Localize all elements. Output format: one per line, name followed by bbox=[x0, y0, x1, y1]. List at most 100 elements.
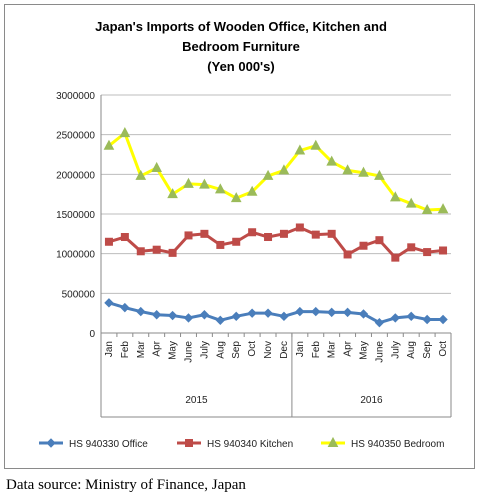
bedroom-point bbox=[183, 177, 194, 188]
office-point bbox=[231, 311, 241, 322]
chart-frame: Japan's Imports of Wooden Office, Kitche… bbox=[4, 4, 475, 469]
x-tick-label: June bbox=[374, 341, 385, 363]
x-tick-label: Nov bbox=[263, 341, 274, 359]
kitchen-point bbox=[248, 228, 257, 237]
kitchen-point bbox=[423, 248, 432, 257]
bedroom-point bbox=[103, 139, 115, 150]
bedroom-point bbox=[421, 203, 433, 215]
office-point bbox=[422, 314, 432, 325]
bedroom-series-line bbox=[108, 131, 444, 212]
office-point bbox=[438, 314, 448, 325]
kitchen-point bbox=[200, 229, 209, 238]
office-point bbox=[215, 315, 226, 326]
kitchen-point bbox=[136, 247, 145, 256]
bedroom-point bbox=[374, 169, 385, 180]
office-point bbox=[406, 311, 416, 322]
y-tick-label: 2500000 bbox=[56, 131, 95, 142]
office-point bbox=[104, 298, 114, 308]
bedroom-point bbox=[278, 164, 290, 175]
y-tick-label: 500000 bbox=[62, 289, 96, 300]
year-group-label: 2016 bbox=[360, 395, 383, 406]
kitchen-point bbox=[104, 237, 113, 246]
bedroom-point bbox=[230, 192, 242, 203]
x-tick-label: Mar bbox=[136, 340, 147, 358]
office-point bbox=[374, 317, 385, 328]
x-tick-label: Jan bbox=[295, 341, 306, 357]
kitchen-point bbox=[391, 253, 400, 262]
office-point bbox=[151, 310, 162, 320]
office-point bbox=[342, 307, 353, 318]
bedroom-point bbox=[246, 185, 258, 196]
office-point bbox=[199, 310, 210, 320]
x-tick-label: Apr bbox=[152, 340, 163, 356]
x-tick-label: Feb bbox=[120, 341, 131, 359]
kitchen-point bbox=[407, 243, 416, 252]
kitchen-point bbox=[343, 250, 352, 259]
office-point bbox=[120, 302, 130, 313]
office-point bbox=[279, 311, 289, 322]
x-tick-label: Mar bbox=[327, 340, 338, 358]
x-tick-label: May bbox=[168, 341, 179, 360]
bedroom-point bbox=[294, 144, 306, 155]
chart-title-line: Bedroom Furniture bbox=[182, 39, 300, 54]
x-tick-label: Aug bbox=[406, 341, 417, 359]
x-tick-label: Aug bbox=[215, 341, 226, 359]
bedroom-point bbox=[358, 166, 369, 177]
kitchen-point bbox=[264, 233, 273, 242]
x-tick-label: Feb bbox=[311, 341, 322, 359]
kitchen-point bbox=[152, 245, 161, 254]
bedroom-point bbox=[119, 127, 131, 138]
office-series-line bbox=[108, 301, 444, 325]
kitchen-point bbox=[232, 237, 241, 246]
y-tick-label: 2000000 bbox=[56, 170, 95, 181]
bedroom-point bbox=[199, 178, 210, 189]
x-tick-label: Dec bbox=[279, 341, 290, 359]
bedroom-point bbox=[262, 169, 274, 180]
x-tick-label: Oct bbox=[247, 341, 258, 357]
legend-label: HS 940340 Kitchen bbox=[207, 439, 293, 450]
kitchen-point bbox=[311, 230, 320, 239]
legend-label: HS 940350 Bedroom bbox=[351, 439, 444, 450]
y-tick-label: 1000000 bbox=[56, 250, 95, 261]
kitchen-point bbox=[295, 223, 304, 232]
kitchen-point bbox=[120, 233, 129, 242]
kitchen-point bbox=[216, 240, 225, 249]
kitchen-point bbox=[168, 248, 177, 257]
kitchen-point bbox=[359, 241, 368, 250]
chart-title-line: Japan's Imports of Wooden Office, Kitche… bbox=[95, 19, 387, 34]
x-tick-label: Jan bbox=[104, 341, 115, 357]
office-point bbox=[295, 306, 305, 317]
y-tick-label: 3000000 bbox=[56, 91, 95, 102]
office-point bbox=[326, 307, 337, 318]
kitchen-point bbox=[439, 246, 448, 255]
x-tick-label: May bbox=[359, 341, 370, 360]
office-point bbox=[390, 313, 401, 323]
office-point bbox=[167, 310, 178, 321]
kitchen-point bbox=[279, 229, 288, 238]
legend-swatch-marker bbox=[185, 439, 193, 447]
bedroom-point bbox=[326, 155, 338, 166]
x-tick-label: Apr bbox=[343, 340, 354, 356]
bedroom-point bbox=[310, 139, 322, 150]
kitchen-series-line bbox=[108, 225, 444, 260]
legend-swatch-marker bbox=[46, 438, 56, 448]
bedroom-point bbox=[437, 203, 449, 214]
x-tick-label: July bbox=[199, 341, 210, 359]
office-point bbox=[263, 308, 273, 318]
bedroom-point bbox=[405, 197, 417, 208]
x-tick-label: Sep bbox=[231, 341, 242, 359]
office-point bbox=[358, 309, 369, 319]
x-tick-label: Oct bbox=[438, 341, 449, 357]
office-point bbox=[247, 308, 257, 318]
office-point bbox=[183, 313, 194, 323]
line-chart: Japan's Imports of Wooden Office, Kitche… bbox=[39, 19, 452, 450]
x-tick-label: July bbox=[390, 341, 401, 359]
bedroom-point bbox=[151, 161, 163, 172]
year-group-label: 2015 bbox=[185, 395, 208, 406]
office-point bbox=[136, 306, 146, 317]
bedroom-point bbox=[389, 191, 401, 202]
legend-label: HS 940330 Office bbox=[69, 439, 148, 450]
bedroom-point bbox=[214, 183, 226, 194]
y-tick-label: 1500000 bbox=[56, 210, 95, 221]
legend-swatch-marker bbox=[327, 436, 339, 447]
